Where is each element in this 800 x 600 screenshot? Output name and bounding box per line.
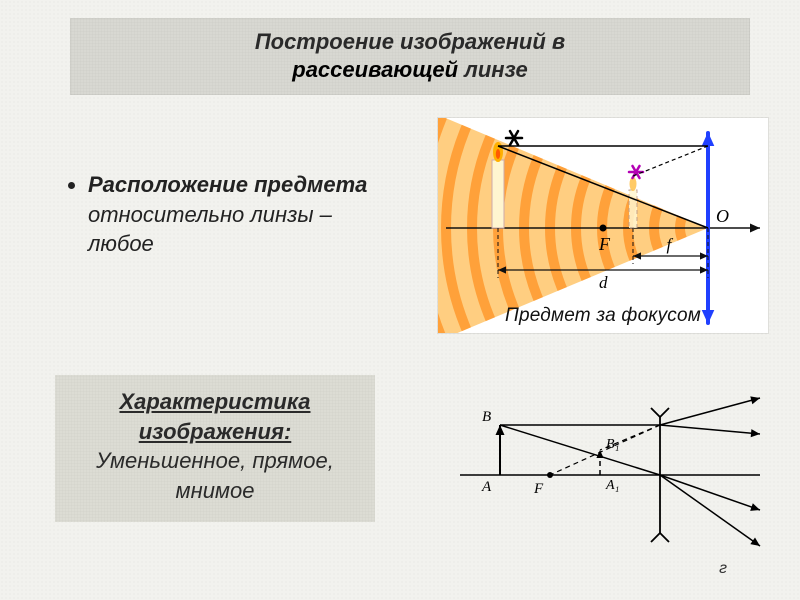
figure-2: FABA₁B₁ г xyxy=(430,380,765,580)
characteristics-band: Характеристика изображения: Уменьшенное,… xyxy=(55,375,375,522)
svg-text:B: B xyxy=(482,409,491,425)
svg-text:A₁: A₁ xyxy=(605,478,619,493)
characteristics-heading: Характеристика изображения: xyxy=(65,387,365,446)
figure-1-svg: FOdf xyxy=(438,118,768,333)
slide-title-emph: рассеивающей xyxy=(292,57,458,82)
bullet-item: Расположение предмета относительно линзы… xyxy=(88,170,390,259)
svg-text:F: F xyxy=(598,234,611,254)
svg-text:F: F xyxy=(533,481,544,497)
svg-text:O: O xyxy=(716,206,729,226)
figure-1: FOdf Предмет за фокусом xyxy=(438,118,768,333)
figure-2-sublabel: г xyxy=(719,560,727,578)
bullet-block: Расположение предмета относительно линзы… xyxy=(60,170,390,259)
characteristics-body: Уменьшенное, прямое, мнимое xyxy=(65,446,365,505)
slide-title-rest: линзе xyxy=(458,57,528,82)
slide-title-line1: Построение изображений в xyxy=(80,28,740,57)
svg-text:A: A xyxy=(481,479,492,495)
slide-title-line2: рассеивающей линзе xyxy=(80,57,740,83)
bullet-bold: Расположение предмета xyxy=(88,172,367,197)
figure-1-caption: Предмет за фокусом xyxy=(438,305,768,327)
slide-title-band: Построение изображений в рассеивающей ли… xyxy=(70,18,750,95)
bullet-rest: относительно линзы – любое xyxy=(88,202,332,257)
svg-text:d: d xyxy=(599,273,608,292)
figure-2-svg: FABA₁B₁ xyxy=(430,380,765,580)
